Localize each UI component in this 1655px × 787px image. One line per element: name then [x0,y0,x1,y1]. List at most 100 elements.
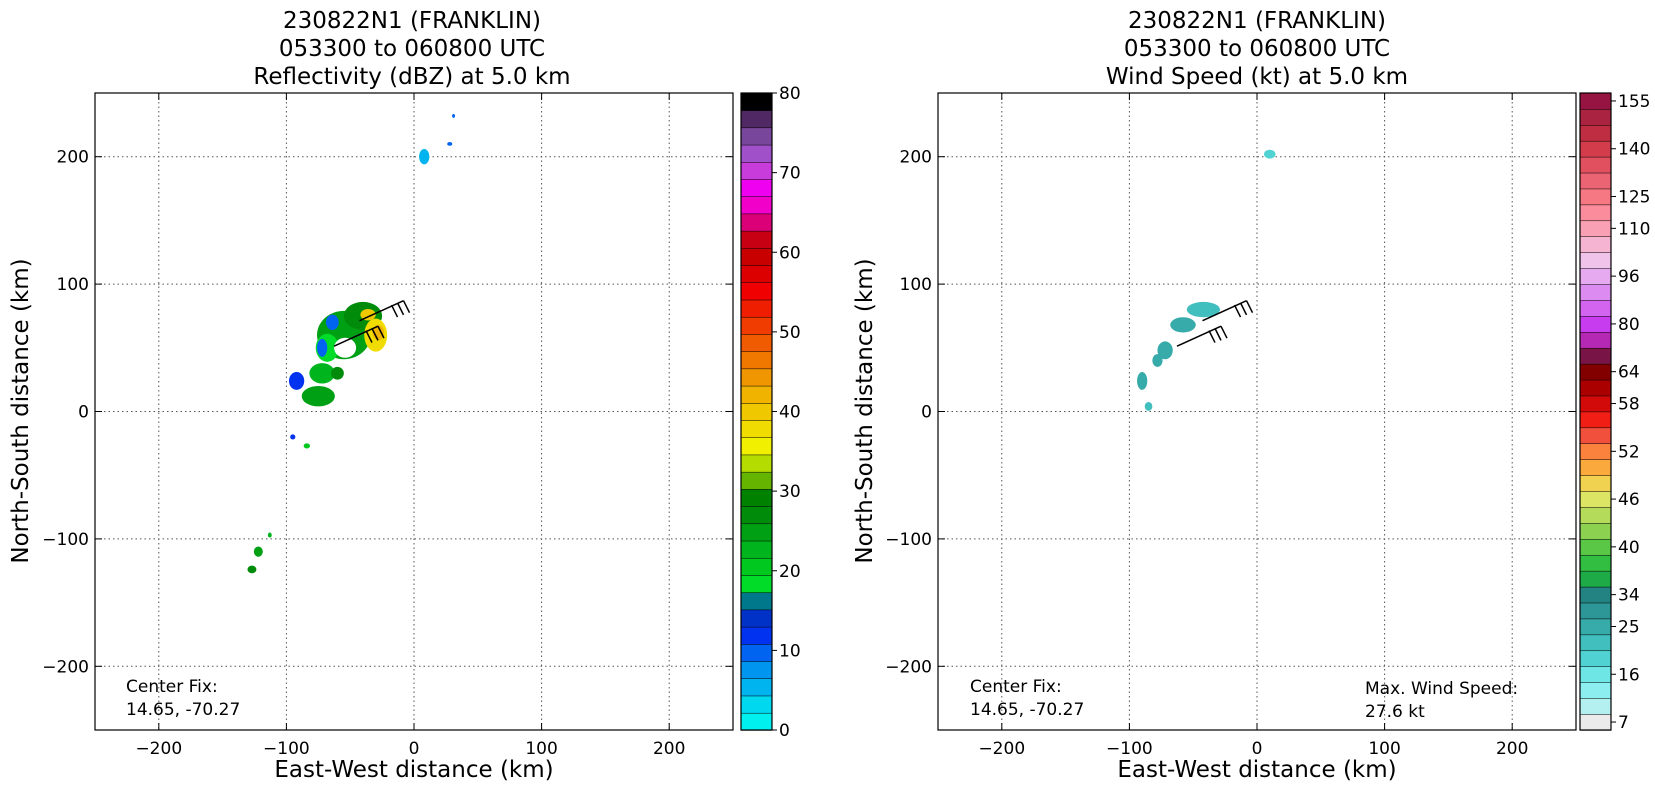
reflectivity-colorbar-segment [740,419,773,438]
wind-speed-x-tick-label: 200 [1496,739,1528,759]
wind-speed-colorbar-segment [1579,474,1612,492]
reflectivity-colorbar-tick-label: 30 [779,482,801,502]
reflectivity-colorbar-segment [740,488,773,507]
wind-speed-colorbar-segment [1579,506,1612,524]
reflectivity-echo-cell [290,434,296,440]
wind-speed-colorbar-segment [1579,666,1612,683]
wind-speed-colorbar-segment [1579,283,1612,301]
wind-speed-y-tick-label: 200 [900,148,932,168]
wind-speed-title-line-2: 053300 to 060800 UTC [1124,36,1390,62]
wind-speed-colorbar-segment [1579,618,1612,636]
reflectivity-colorbar-segment [740,609,773,628]
reflectivity-colorbar-segment [740,92,773,111]
wind-speed-colorbar-tick-label: 155 [1618,92,1650,112]
reflectivity-center-fix-label: Center Fix: [126,677,218,697]
reflectivity-echo-cell [301,386,335,407]
reflectivity-colorbar-segment [740,178,773,197]
reflectivity-x-ticks: −200 −100 0 100 200 [135,93,685,759]
wind-speed-colorbar-segment [1579,522,1612,540]
reflectivity-echo-cell [303,443,311,449]
reflectivity-echoes [247,114,456,574]
wind-speed-colorbar-segment [1579,220,1612,237]
reflectivity-colorbar-segment [740,695,773,714]
wind-speed-colorbar-segment [1579,634,1612,652]
reflectivity-colorbar-segment [740,505,773,525]
wind-speed-title-line-3: Wind Speed (kt) at 5.0 km [1106,64,1408,90]
reflectivity-wind-barb [359,299,411,322]
reflectivity-colorbar-segment [740,264,773,284]
reflectivity-colorbar-tick-label: 10 [779,641,801,661]
reflectivity-colorbar-segment [740,643,773,662]
wind-speed-colorbar-segment [1579,586,1612,604]
wind-speed-x-ticks: −200 −100 0 100 200 [978,93,1528,759]
wind-speed-colorbar-tick-label: 96 [1618,267,1640,287]
wind-speed-wind-barb [1202,299,1254,322]
reflectivity-colorbar-tick-label: 50 [779,323,801,343]
reflectivity-x-tick-label: 100 [525,739,557,759]
wind-speed-colorbar-segment [1579,411,1612,429]
reflectivity-echo-cell [331,366,344,380]
wind-speed-colorbar-segment [1579,570,1612,588]
wind-speed-colorbar-segment [1579,267,1612,285]
reflectivity-colorbar-segment [740,196,773,215]
reflectivity-colorbar-tick-label: 80 [779,84,801,104]
wind-speed-colorbar-frame [1579,92,1612,731]
reflectivity-y-tick-label: 0 [78,403,89,423]
reflectivity-colorbar-segment [740,402,773,421]
reflectivity-colorbar-segment [740,161,773,180]
wind-speed-echo-cell [1186,301,1220,318]
wind-speed-colorbar-segment [1579,299,1612,317]
reflectivity-colorbar-segment [740,333,773,352]
wind-speed-grid [938,93,1576,730]
reflectivity-colorbar-segment [740,660,773,680]
reflectivity-colorbar-segment [740,712,773,731]
wind-speed-colorbar-segment [1579,697,1612,715]
wind-speed-colorbar-tick-label: 34 [1618,586,1640,606]
wind-speed-colorbar-tick-label: 80 [1618,315,1640,335]
reflectivity-title-line-1: 230822N1 (FRANKLIN) [283,8,541,34]
wind-speed-colorbar-tick-label: 7 [1618,713,1629,733]
reflectivity-colorbar-tick-label: 60 [779,243,801,263]
wind-speed-colorbar-segment [1579,459,1612,476]
reflectivity-echo-cell [317,338,328,357]
reflectivity-title-line-3: Reflectivity (dBZ) at 5.0 km [253,64,570,90]
wind-speed-colorbar-segment [1579,602,1612,620]
reflectivity-colorbar-segment [740,127,773,146]
wind-speed-wind-barbs [1176,299,1254,347]
wind-speed-center-fix-label: Center Fix: [970,677,1062,697]
reflectivity-colorbar-tick-label: 70 [779,164,801,184]
reflectivity-y-axis-label: North-South distance (km) [8,258,34,563]
wind-speed-echo-cell [1170,317,1196,333]
wind-speed-colorbar-segment [1579,204,1612,222]
reflectivity-colorbar-segment [740,247,773,266]
wind-speed-echo-cell [1157,341,1173,360]
wind-speed-x-tick-label: 0 [1252,739,1263,759]
reflectivity-colorbar-tick-label: 20 [779,562,801,582]
reflectivity-grid [95,93,733,730]
wind-speed-colorbar-tick-label: 64 [1618,363,1640,383]
reflectivity-colorbar-segment [740,540,773,559]
reflectivity-colorbar-segment [740,523,773,542]
reflectivity-colorbar-tick-label: 40 [779,403,801,423]
wind-speed-colorbar-tick-label: 40 [1618,538,1640,558]
reflectivity-echo-cell [309,363,335,384]
reflectivity-x-tick-label: 200 [653,739,685,759]
wind-speed-y-tick-label: −100 [885,530,932,550]
wind-speed-colorbar-segment [1579,172,1612,190]
wind-speed-colorbar-segment [1579,188,1612,206]
wind-speed-colorbar-segment [1579,427,1612,444]
wind-speed-colorbar-tick-label: 25 [1618,617,1640,637]
wind-speed-colorbar-segment [1579,554,1612,572]
wind-speed-wind-barb [1176,325,1228,347]
reflectivity-colorbar-tick-label: 0 [779,721,790,741]
reflectivity-colorbar-segment [740,144,773,163]
reflectivity-y-ticks: −200 −100 0 100 200 [42,148,733,677]
reflectivity-x-axis-label: East-West distance (km) [274,757,553,783]
wind-speed-echo-cell [1152,354,1163,367]
reflectivity-colorbar-segment [740,592,773,611]
reflectivity-center-fix-value: 14.65, -70.27 [126,700,240,720]
wind-speed-colorbar-segment [1579,538,1612,556]
reflectivity-x-tick-label: −100 [263,739,310,759]
reflectivity-echo-cell [452,114,456,118]
